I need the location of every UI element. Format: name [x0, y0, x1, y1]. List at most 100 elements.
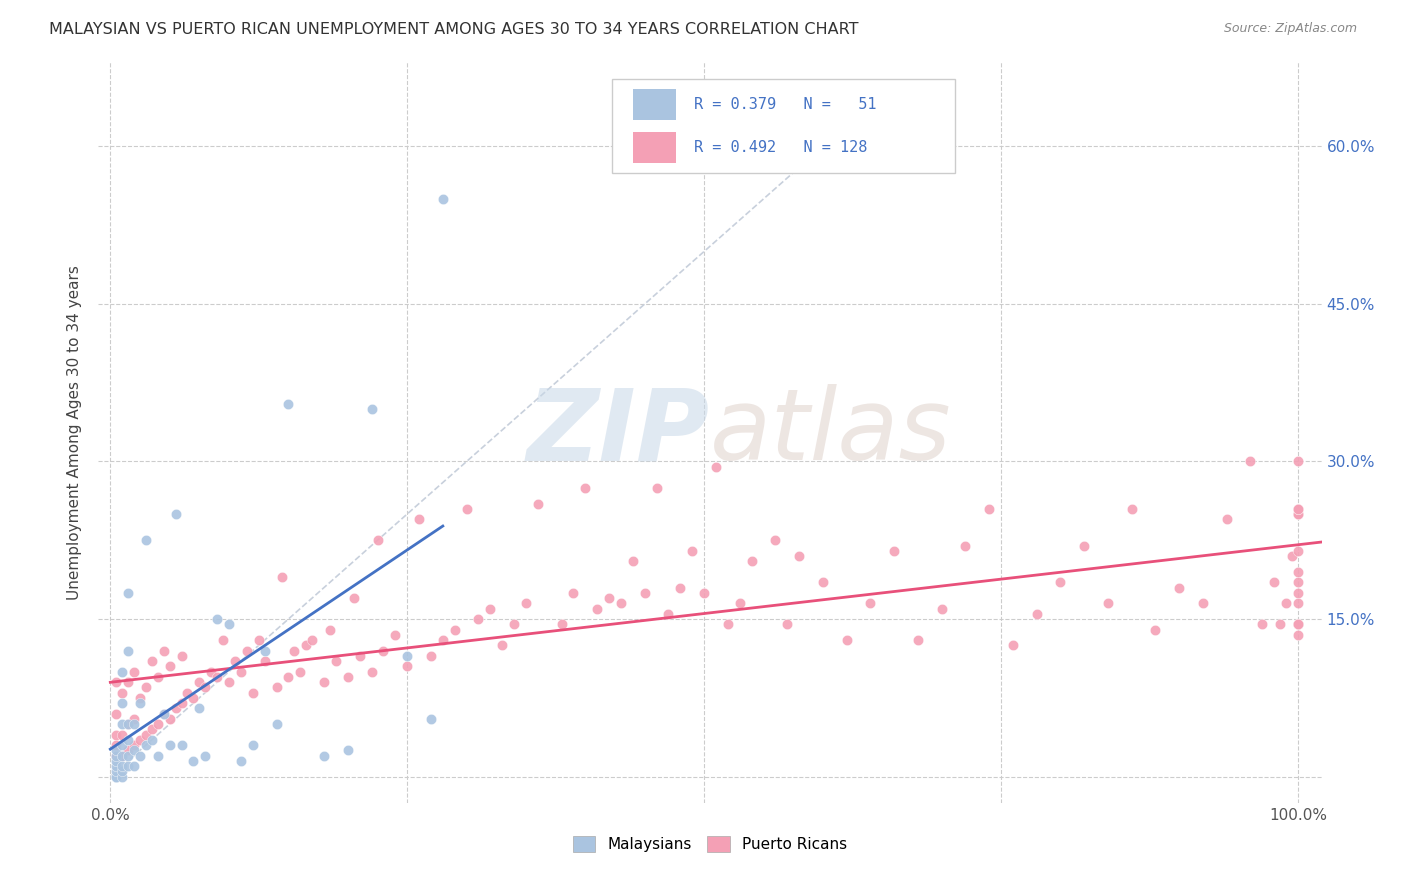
Point: [129, 696, 152, 710]
Point: [420, 648, 443, 663]
Point: [1286, 575, 1309, 590]
Point: [105, 770, 128, 784]
Point: [165, 701, 187, 715]
Point: [384, 628, 406, 642]
Point: [117, 732, 139, 747]
Point: [1286, 617, 1309, 632]
Point: [1286, 501, 1309, 516]
Point: [117, 759, 139, 773]
Point: [105, 770, 128, 784]
Point: [550, 617, 572, 632]
Point: [266, 680, 288, 694]
Point: [176, 685, 198, 699]
Point: [141, 732, 163, 747]
Point: [105, 738, 128, 752]
Point: [621, 554, 644, 568]
Point: [1286, 628, 1309, 642]
Point: [122, 712, 145, 726]
Point: [1286, 507, 1309, 521]
Point: [135, 680, 157, 694]
Point: [574, 481, 596, 495]
Point: [503, 617, 526, 632]
Point: [645, 481, 668, 495]
Point: [527, 496, 550, 510]
Point: [159, 738, 181, 752]
Point: [741, 554, 763, 568]
Text: R = 0.492   N = 128: R = 0.492 N = 128: [695, 140, 868, 155]
Point: [312, 675, 335, 690]
Point: [1049, 575, 1071, 590]
Point: [188, 701, 211, 715]
Point: [105, 748, 128, 763]
Point: [205, 670, 228, 684]
Point: [728, 596, 751, 610]
Point: [408, 512, 430, 526]
Point: [586, 601, 609, 615]
Point: [1286, 586, 1309, 600]
Point: [1286, 454, 1309, 468]
Point: [229, 754, 252, 768]
Point: [105, 675, 128, 690]
Point: [218, 675, 240, 690]
Point: [146, 748, 169, 763]
Point: [111, 717, 134, 731]
Point: [105, 748, 128, 763]
Point: [515, 596, 537, 610]
Point: [200, 665, 222, 679]
Point: [135, 738, 157, 752]
Point: [859, 596, 882, 610]
Point: [931, 601, 953, 615]
Point: [349, 648, 371, 663]
Point: [105, 754, 128, 768]
Point: [366, 533, 388, 548]
Point: [336, 743, 359, 757]
Point: [456, 501, 478, 516]
Point: [117, 586, 139, 600]
Point: [111, 748, 134, 763]
Point: [1286, 565, 1309, 579]
Point: [111, 665, 134, 679]
Point: [373, 643, 395, 657]
Point: [229, 665, 252, 679]
Point: [152, 706, 174, 721]
Point: [111, 738, 134, 752]
Point: [1168, 581, 1191, 595]
Point: [360, 665, 382, 679]
Point: [1239, 454, 1261, 468]
Point: [1144, 623, 1167, 637]
Point: [479, 601, 502, 615]
Point: [301, 633, 323, 648]
Point: [271, 570, 294, 584]
Point: [432, 633, 454, 648]
Point: [242, 738, 264, 752]
Point: [290, 665, 312, 679]
Point: [117, 675, 139, 690]
Point: [1286, 507, 1309, 521]
Point: [1192, 596, 1215, 610]
Bar: [633, 88, 676, 120]
Point: [170, 738, 193, 752]
Text: R = 0.379   N =   51: R = 0.379 N = 51: [695, 96, 876, 112]
Point: [443, 623, 465, 637]
Bar: [633, 132, 676, 163]
Point: [669, 581, 692, 595]
Point: [152, 643, 174, 657]
Point: [283, 643, 305, 657]
Point: [811, 575, 834, 590]
Point: [1275, 596, 1298, 610]
Point: [242, 685, 264, 699]
Point: [634, 586, 657, 600]
Point: [1001, 638, 1024, 652]
Point: [763, 533, 786, 548]
Point: [105, 764, 128, 779]
Point: [1073, 539, 1095, 553]
Y-axis label: Unemployment Among Ages 30 to 34 years: Unemployment Among Ages 30 to 34 years: [67, 265, 83, 600]
Point: [295, 638, 318, 652]
Point: [146, 717, 169, 731]
Point: [152, 706, 174, 721]
Point: [420, 712, 443, 726]
Point: [105, 706, 128, 721]
Point: [111, 696, 134, 710]
Point: [129, 732, 152, 747]
Point: [194, 748, 217, 763]
